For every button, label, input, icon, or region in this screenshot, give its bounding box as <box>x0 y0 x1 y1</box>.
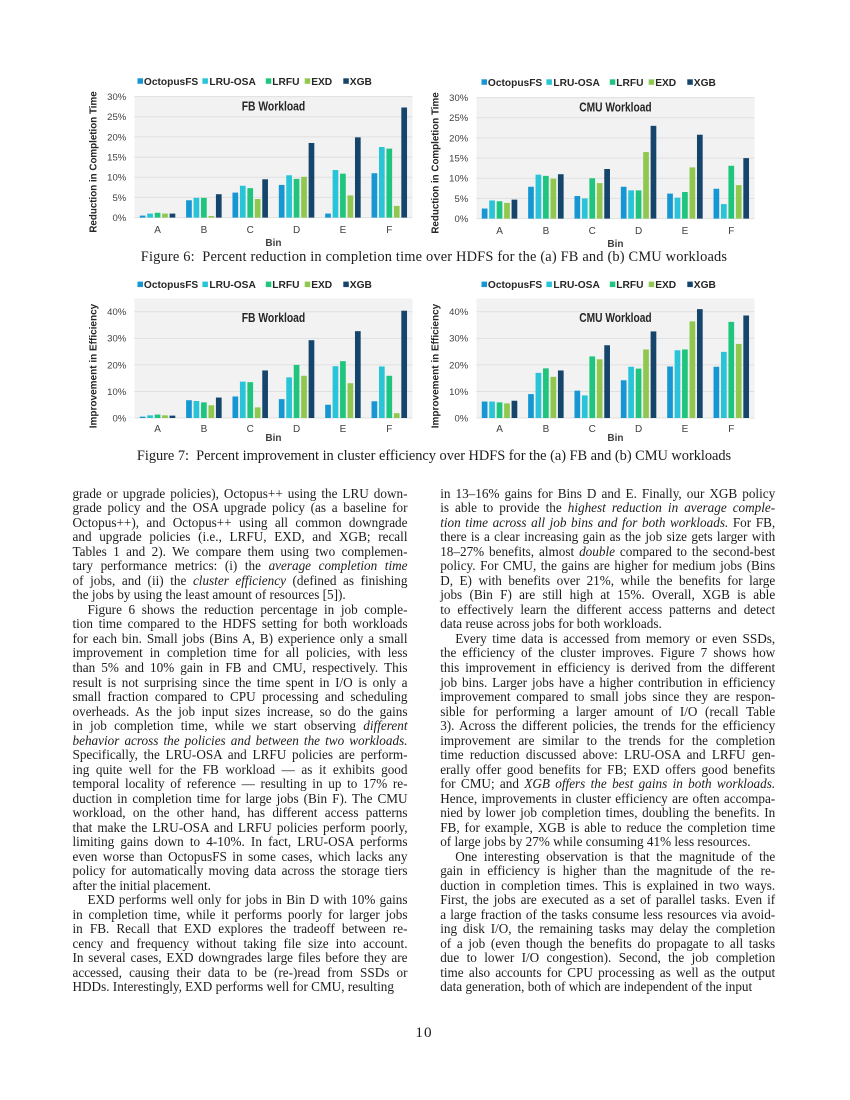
svg-text:A: A <box>154 424 161 435</box>
svg-text:10%: 10% <box>449 387 469 398</box>
svg-text:XGB: XGB <box>350 77 372 88</box>
svg-text:LRFU: LRFU <box>616 280 643 291</box>
svg-text:B: B <box>543 226 550 237</box>
svg-text:Improvement in Efficiency: Improvement in Efficiency <box>88 303 99 428</box>
svg-text:F: F <box>386 424 392 435</box>
svg-text:EXD: EXD <box>311 77 332 88</box>
svg-text:C: C <box>247 424 254 435</box>
svg-text:0%: 0% <box>112 213 126 224</box>
svg-text:5%: 5% <box>112 193 126 204</box>
svg-text:F: F <box>728 226 734 237</box>
svg-text:30%: 30% <box>449 93 469 104</box>
svg-text:20%: 20% <box>107 360 127 371</box>
svg-text:D: D <box>293 424 300 435</box>
svg-text:B: B <box>543 424 550 435</box>
svg-text:OctopusFS: OctopusFS <box>144 77 199 88</box>
svg-text:30%: 30% <box>449 334 469 345</box>
svg-text:0%: 0% <box>454 214 468 225</box>
svg-text:C: C <box>247 225 254 236</box>
svg-text:Reduction in Completion Time: Reduction in Completion Time <box>430 92 441 234</box>
svg-text:20%: 20% <box>449 360 469 371</box>
svg-text:25%: 25% <box>107 112 127 123</box>
svg-text:40%: 40% <box>449 307 469 318</box>
svg-text:B: B <box>201 225 208 236</box>
svg-text:20%: 20% <box>449 133 469 144</box>
svg-text:EXD: EXD <box>311 280 332 291</box>
svg-text:A: A <box>496 226 503 237</box>
svg-text:D: D <box>635 424 642 435</box>
svg-text:CMU Workload: CMU Workload <box>579 100 651 115</box>
svg-text:A: A <box>154 225 161 236</box>
svg-text:E: E <box>682 226 689 237</box>
svg-text:15%: 15% <box>107 153 127 164</box>
svg-text:EXD: EXD <box>655 78 676 89</box>
svg-text:LRU-OSA: LRU-OSA <box>209 280 256 291</box>
svg-text:A: A <box>496 424 503 435</box>
svg-text:C: C <box>589 226 596 237</box>
svg-text:0%: 0% <box>454 413 468 424</box>
svg-text:XGB: XGB <box>350 280 372 291</box>
svg-text:F: F <box>386 225 392 236</box>
svg-text:LRU-OSA: LRU-OSA <box>553 78 600 89</box>
svg-text:15%: 15% <box>449 154 469 165</box>
svg-text:XGB: XGB <box>694 280 716 291</box>
svg-text:F: F <box>728 424 734 435</box>
svg-text:Bin: Bin <box>607 433 623 444</box>
svg-text:10%: 10% <box>107 173 127 184</box>
svg-text:30%: 30% <box>107 334 127 345</box>
svg-text:D: D <box>293 225 300 236</box>
svg-text:5%: 5% <box>454 194 468 205</box>
svg-text:Improvement in Efficiency: Improvement in Efficiency <box>430 303 441 428</box>
svg-text:Bin: Bin <box>265 433 281 444</box>
svg-text:CMU Workload: CMU Workload <box>579 310 651 325</box>
svg-text:OctopusFS: OctopusFS <box>144 280 199 291</box>
svg-text:OctopusFS: OctopusFS <box>488 78 543 89</box>
svg-text:10%: 10% <box>107 387 127 398</box>
svg-text:XGB: XGB <box>694 78 716 89</box>
svg-text:FB Workload: FB Workload <box>242 310 306 325</box>
svg-text:OctopusFS: OctopusFS <box>488 280 543 291</box>
svg-text:C: C <box>589 424 596 435</box>
svg-text:E: E <box>340 424 347 435</box>
svg-text:Bin: Bin <box>265 238 281 249</box>
svg-text:LRU-OSA: LRU-OSA <box>209 77 256 88</box>
svg-text:30%: 30% <box>107 92 127 103</box>
svg-text:LRFU: LRFU <box>616 78 643 89</box>
svg-text:B: B <box>201 424 208 435</box>
svg-text:10%: 10% <box>449 174 469 185</box>
svg-text:LRFU: LRFU <box>272 280 299 291</box>
svg-text:0%: 0% <box>112 413 126 424</box>
svg-text:FB Workload: FB Workload <box>242 99 306 114</box>
svg-text:Bin: Bin <box>607 239 623 250</box>
svg-text:25%: 25% <box>449 113 469 124</box>
svg-text:40%: 40% <box>107 307 127 318</box>
svg-text:Reduction in Completion Time: Reduction in Completion Time <box>88 91 99 233</box>
svg-text:LRFU: LRFU <box>272 77 299 88</box>
svg-text:LRU-OSA: LRU-OSA <box>553 280 600 291</box>
svg-text:D: D <box>635 226 642 237</box>
svg-text:20%: 20% <box>107 132 127 143</box>
svg-text:E: E <box>682 424 689 435</box>
svg-text:E: E <box>340 225 347 236</box>
svg-text:EXD: EXD <box>655 280 676 291</box>
